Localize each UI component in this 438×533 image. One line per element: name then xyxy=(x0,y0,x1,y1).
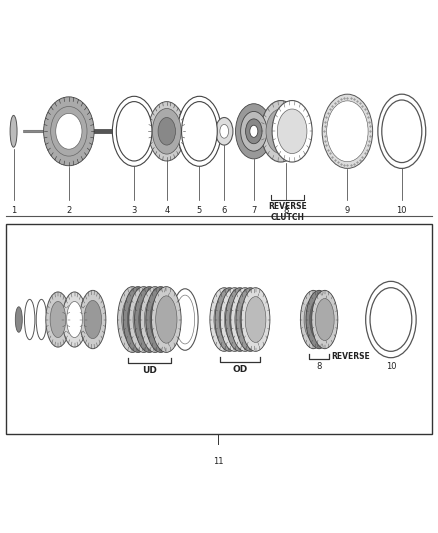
Ellipse shape xyxy=(241,288,270,351)
Ellipse shape xyxy=(44,97,94,166)
Text: 8: 8 xyxy=(284,206,289,214)
Ellipse shape xyxy=(310,298,328,341)
Ellipse shape xyxy=(236,288,265,351)
Text: 7: 7 xyxy=(251,206,257,214)
Ellipse shape xyxy=(15,307,22,332)
Ellipse shape xyxy=(235,297,255,342)
Ellipse shape xyxy=(67,302,82,337)
Ellipse shape xyxy=(322,94,373,168)
Ellipse shape xyxy=(133,296,154,343)
Ellipse shape xyxy=(113,96,156,166)
Ellipse shape xyxy=(152,287,181,352)
Text: 9: 9 xyxy=(345,206,350,214)
Ellipse shape xyxy=(123,287,153,352)
Ellipse shape xyxy=(134,287,164,352)
Ellipse shape xyxy=(230,297,250,342)
Ellipse shape xyxy=(10,115,17,147)
Text: REVERSE
CLUTCH: REVERSE CLUTCH xyxy=(268,202,307,222)
Ellipse shape xyxy=(56,114,82,149)
Ellipse shape xyxy=(231,288,259,351)
Ellipse shape xyxy=(215,288,244,351)
Ellipse shape xyxy=(56,114,81,149)
Ellipse shape xyxy=(245,297,266,342)
Text: 10: 10 xyxy=(386,362,396,371)
Ellipse shape xyxy=(117,287,147,352)
Ellipse shape xyxy=(250,125,258,138)
Text: 1: 1 xyxy=(11,206,16,214)
Ellipse shape xyxy=(312,290,338,349)
Ellipse shape xyxy=(220,288,249,351)
Ellipse shape xyxy=(150,296,171,343)
Ellipse shape xyxy=(145,296,166,343)
Ellipse shape xyxy=(36,300,47,340)
Ellipse shape xyxy=(261,101,301,162)
Ellipse shape xyxy=(129,287,159,352)
Ellipse shape xyxy=(139,296,160,343)
Ellipse shape xyxy=(172,289,198,350)
Ellipse shape xyxy=(116,102,152,161)
Ellipse shape xyxy=(178,96,221,166)
Ellipse shape xyxy=(62,292,87,347)
Text: 6: 6 xyxy=(222,206,227,214)
Ellipse shape xyxy=(176,295,194,344)
Ellipse shape xyxy=(140,287,170,352)
Ellipse shape xyxy=(122,296,143,343)
Ellipse shape xyxy=(214,297,235,342)
Ellipse shape xyxy=(226,288,254,351)
Ellipse shape xyxy=(378,94,426,168)
Ellipse shape xyxy=(315,298,334,341)
Ellipse shape xyxy=(146,287,176,352)
Bar xyxy=(6,224,432,433)
Ellipse shape xyxy=(240,297,261,342)
Ellipse shape xyxy=(236,104,272,159)
Ellipse shape xyxy=(127,296,149,343)
Ellipse shape xyxy=(148,102,185,161)
Ellipse shape xyxy=(304,298,323,341)
Ellipse shape xyxy=(272,101,312,162)
Ellipse shape xyxy=(382,100,422,163)
Text: 4: 4 xyxy=(164,206,170,214)
Text: 8: 8 xyxy=(316,362,322,371)
Ellipse shape xyxy=(277,109,307,154)
Ellipse shape xyxy=(300,290,326,349)
Ellipse shape xyxy=(220,124,229,138)
Ellipse shape xyxy=(155,296,177,343)
Text: UD: UD xyxy=(142,366,157,375)
Ellipse shape xyxy=(370,288,412,351)
Ellipse shape xyxy=(266,109,296,154)
Text: 11: 11 xyxy=(213,457,223,466)
Ellipse shape xyxy=(51,107,87,156)
Text: REVERSE: REVERSE xyxy=(331,352,370,361)
Ellipse shape xyxy=(152,109,181,154)
Ellipse shape xyxy=(50,302,66,337)
Text: 5: 5 xyxy=(197,206,202,214)
Text: OD: OD xyxy=(232,365,247,374)
Ellipse shape xyxy=(327,101,368,161)
Ellipse shape xyxy=(182,102,217,161)
Ellipse shape xyxy=(215,117,233,145)
Ellipse shape xyxy=(246,119,262,144)
Text: 10: 10 xyxy=(396,206,407,214)
Ellipse shape xyxy=(46,292,70,347)
Ellipse shape xyxy=(84,301,102,338)
Ellipse shape xyxy=(158,117,176,145)
Ellipse shape xyxy=(366,281,416,358)
Ellipse shape xyxy=(25,300,35,340)
Ellipse shape xyxy=(240,111,267,151)
Ellipse shape xyxy=(80,290,106,349)
Text: 3: 3 xyxy=(131,206,137,214)
Ellipse shape xyxy=(219,297,240,342)
Ellipse shape xyxy=(224,297,245,342)
Ellipse shape xyxy=(210,288,239,351)
Text: 2: 2 xyxy=(66,206,71,214)
Ellipse shape xyxy=(306,290,332,349)
